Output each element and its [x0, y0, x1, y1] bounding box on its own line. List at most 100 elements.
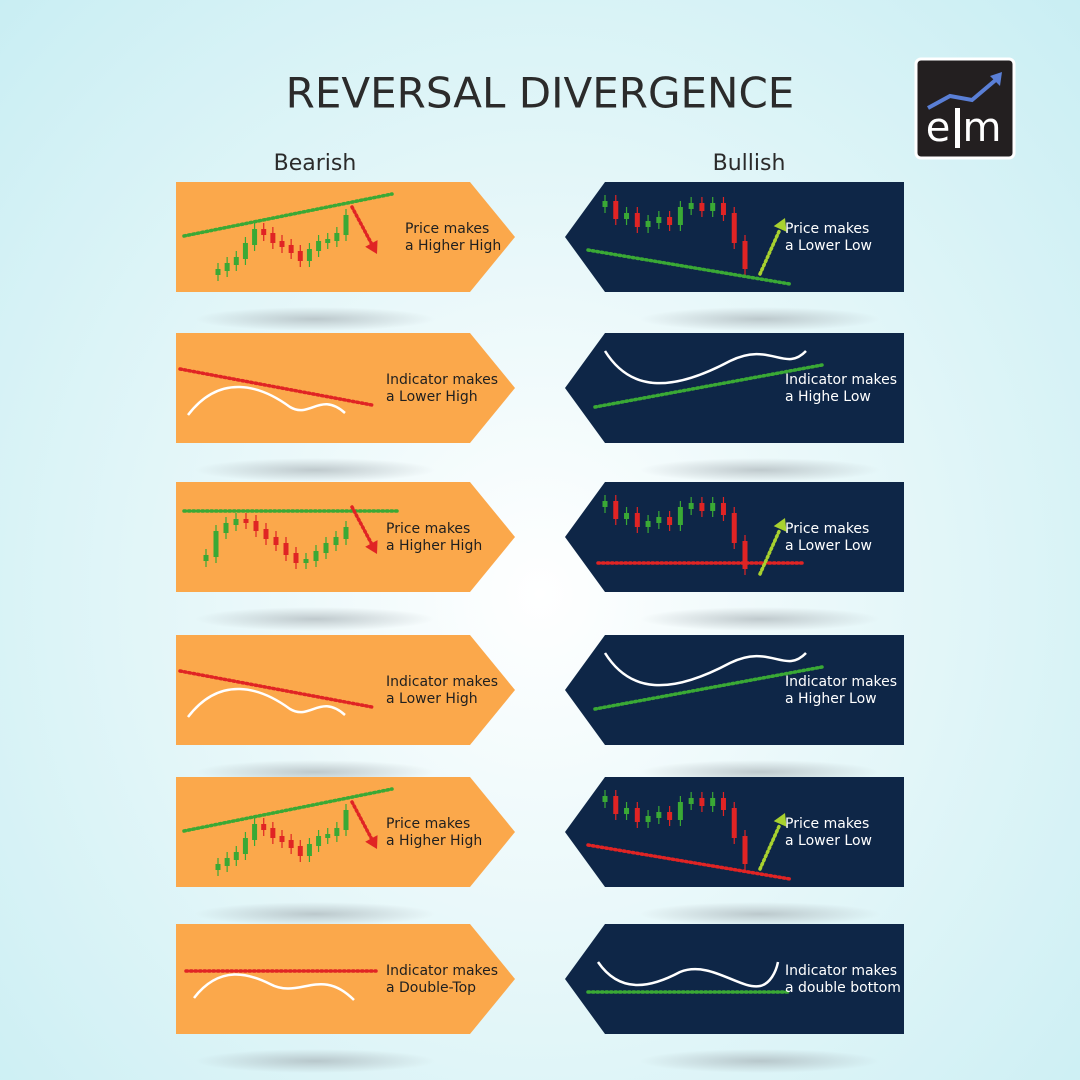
arrow-head	[365, 540, 378, 554]
candle-body	[316, 241, 322, 251]
candle-body	[720, 503, 726, 515]
candle-body	[325, 239, 331, 243]
candle-body	[313, 551, 319, 561]
bullish-caption: Price makes	[785, 221, 869, 237]
candle-body	[242, 838, 248, 854]
logo-letter: e	[926, 105, 951, 151]
candle-body	[288, 840, 294, 848]
shadow	[195, 1049, 435, 1073]
bearish-panel	[176, 333, 515, 443]
logo-letter: m	[963, 105, 1002, 151]
candle-body	[624, 213, 630, 219]
candle-body	[343, 810, 349, 830]
candle-body	[731, 808, 737, 838]
candle-body	[645, 521, 651, 527]
indicator-curve	[193, 973, 355, 1001]
bullish-panel	[565, 924, 904, 1034]
candle-body	[242, 243, 248, 259]
indicator-curve	[596, 961, 780, 988]
bearish-caption: a Higher High	[386, 833, 482, 849]
candle-body	[742, 836, 748, 864]
indicator-curve	[603, 350, 807, 385]
dotted-line	[758, 527, 782, 576]
bearish-caption: a Higher High	[405, 238, 501, 254]
candle-body	[731, 513, 737, 543]
bullish-caption: a Lower Low	[785, 538, 872, 554]
dotted-line	[758, 822, 782, 871]
bearish-caption: a Lower High	[386, 691, 478, 707]
shadow	[640, 458, 880, 482]
candle-body	[710, 203, 716, 211]
candle-body	[279, 241, 285, 247]
candle-body	[334, 828, 340, 836]
bearish-panel	[176, 924, 515, 1034]
bullish-caption: a double bottom	[785, 980, 901, 996]
candle-body	[731, 213, 737, 243]
dotted-line	[593, 363, 824, 409]
candle-body	[223, 523, 229, 533]
candle-body	[624, 808, 630, 814]
indicator-curve	[187, 687, 346, 718]
shadow	[195, 307, 435, 331]
logo-bar	[955, 108, 960, 148]
candle-body	[677, 802, 683, 820]
bearish-caption: a Lower High	[386, 389, 478, 405]
dotted-line	[178, 669, 374, 709]
candle-body	[224, 858, 230, 866]
arrow-head	[773, 218, 787, 232]
candle-body	[699, 503, 705, 511]
candle-body	[688, 203, 694, 209]
candle-body	[233, 519, 239, 525]
dotted-line	[586, 248, 792, 286]
dotted-line	[593, 665, 824, 711]
bullish-panel	[565, 333, 904, 443]
candle-body	[288, 245, 294, 253]
candle-body	[303, 559, 309, 563]
candle-body	[688, 798, 694, 804]
dotted-line	[178, 367, 374, 407]
candle-body	[343, 215, 349, 235]
candle-body	[253, 521, 259, 531]
candle-body	[677, 507, 683, 525]
candle-body	[261, 824, 267, 830]
candle-body	[323, 543, 329, 553]
candle-body	[279, 836, 285, 842]
column-header: Bullish	[713, 151, 786, 176]
candle-body	[273, 537, 279, 545]
candle-body	[688, 503, 694, 509]
bullish-caption: Price makes	[785, 816, 869, 832]
candle-body	[656, 812, 662, 818]
candle-body	[624, 513, 630, 519]
bullish-caption: Indicator makes	[785, 674, 897, 690]
candle-body	[325, 834, 331, 838]
candle-body	[667, 812, 673, 820]
candle-body	[270, 233, 276, 243]
panels: Price makes a Higher High Price makes a Low…	[176, 182, 904, 1073]
dotted-line	[586, 843, 792, 881]
candle-body	[634, 808, 640, 822]
column-header: Bearish	[274, 151, 357, 176]
candle-body	[297, 846, 303, 856]
candle-body	[306, 844, 312, 856]
candle-body	[699, 798, 705, 806]
candle-body	[334, 233, 340, 241]
candle-body	[656, 217, 662, 223]
candle-body	[252, 229, 258, 245]
candle-body	[634, 513, 640, 527]
candle-body	[645, 221, 651, 227]
bullish-caption: a Higher Low	[785, 691, 877, 707]
candle-body	[224, 263, 230, 271]
bullish-panel	[565, 635, 904, 745]
bullish-caption: Indicator makes	[785, 963, 897, 979]
dotted-line	[182, 787, 394, 833]
bearish-caption: Indicator makes	[386, 963, 498, 979]
candle-body	[215, 269, 221, 275]
shadow	[640, 902, 880, 926]
candle-body	[203, 555, 209, 561]
candle-body	[261, 229, 267, 235]
candle-body	[710, 798, 716, 806]
candle-body	[602, 501, 608, 507]
candle-body	[333, 537, 339, 545]
candle-body	[602, 201, 608, 207]
